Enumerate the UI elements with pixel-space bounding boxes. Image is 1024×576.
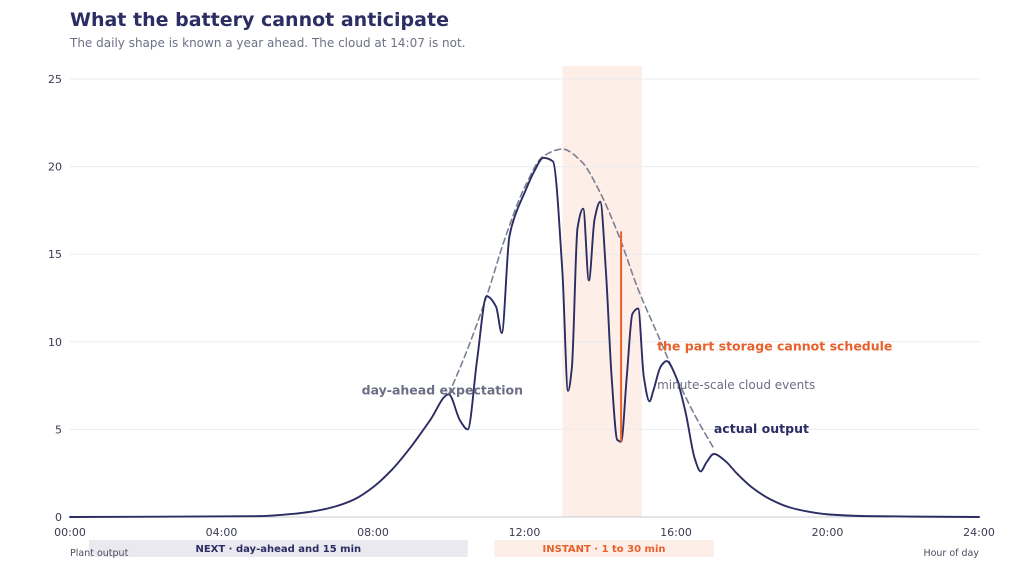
y-tick-label: 5 bbox=[55, 423, 62, 436]
x-axis-label: Hour of day bbox=[923, 548, 979, 559]
x-tick-label: 16:00 bbox=[660, 526, 692, 539]
annotation-layer: day-ahead expectation the part storage ca… bbox=[362, 339, 893, 436]
series-line-actual bbox=[69, 156, 980, 518]
annotation-3: minute-scale cloud events bbox=[657, 378, 815, 392]
x-tick-labels: 00:00 04:00 08:00 12:00 16:00 20:00 24:00 bbox=[54, 526, 995, 539]
x-tick-label: 24:00 bbox=[963, 526, 995, 539]
y-tick-label: 10 bbox=[48, 336, 62, 349]
x-tick-label: 12:00 bbox=[509, 526, 541, 539]
x-tick-label: 04:00 bbox=[206, 526, 238, 539]
horizon-bands: NEXT · day-ahead and 15 min INSTANT · 1 t… bbox=[88, 540, 714, 557]
y-axis-label: Plant output bbox=[70, 548, 129, 559]
annotation-1: day-ahead expectation bbox=[362, 382, 523, 397]
grid-layer bbox=[70, 78, 979, 518]
x-tick-label: 20:00 bbox=[812, 526, 844, 539]
horizon-band-instant bbox=[494, 540, 714, 557]
annotation-4: actual output bbox=[714, 421, 809, 436]
series-layer bbox=[69, 148, 980, 518]
annotation-2: the part storage cannot schedule bbox=[657, 339, 892, 354]
x-tick-label: 08:00 bbox=[357, 526, 389, 539]
horizon-band-label-instant: INSTANT · 1 to 30 min bbox=[543, 544, 666, 555]
chart-title: What the battery cannot anticipate bbox=[70, 9, 449, 31]
horizon-band-label-next: NEXT · day-ahead and 15 min bbox=[195, 544, 361, 555]
x-tick-label: 00:00 bbox=[54, 526, 86, 539]
horizon-band-next bbox=[88, 540, 468, 557]
y-tick-labels: 0 5 10 15 20 25 bbox=[48, 73, 62, 524]
y-tick-label: 0 bbox=[55, 511, 62, 524]
y-tick-label: 25 bbox=[48, 73, 62, 86]
y-tick-label: 15 bbox=[48, 248, 62, 261]
chart-subtitle: The daily shape is known a year ahead. T… bbox=[70, 36, 466, 50]
y-tick-label: 20 bbox=[48, 161, 62, 174]
